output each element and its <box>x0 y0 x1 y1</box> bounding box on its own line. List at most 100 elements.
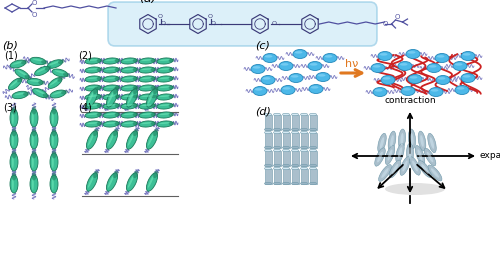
Ellipse shape <box>418 161 432 177</box>
Ellipse shape <box>106 131 118 149</box>
Ellipse shape <box>408 147 412 159</box>
Ellipse shape <box>32 178 34 190</box>
Ellipse shape <box>124 104 134 106</box>
Ellipse shape <box>10 175 18 193</box>
Ellipse shape <box>406 143 414 163</box>
Ellipse shape <box>50 175 58 193</box>
Ellipse shape <box>55 70 66 74</box>
Ellipse shape <box>378 52 392 60</box>
Polygon shape <box>310 132 316 147</box>
Ellipse shape <box>265 55 272 58</box>
Ellipse shape <box>32 112 34 124</box>
Ellipse shape <box>103 121 119 127</box>
Ellipse shape <box>63 73 70 77</box>
Polygon shape <box>264 169 272 184</box>
Ellipse shape <box>30 153 38 171</box>
Ellipse shape <box>292 146 298 149</box>
Ellipse shape <box>461 52 475 60</box>
Ellipse shape <box>408 51 416 54</box>
Ellipse shape <box>106 68 117 70</box>
Ellipse shape <box>32 107 36 115</box>
Polygon shape <box>300 115 308 129</box>
Ellipse shape <box>124 86 134 88</box>
Ellipse shape <box>88 175 94 188</box>
Ellipse shape <box>431 89 438 92</box>
Ellipse shape <box>50 90 66 98</box>
Ellipse shape <box>103 67 119 73</box>
Ellipse shape <box>390 135 394 147</box>
Ellipse shape <box>373 65 380 68</box>
Ellipse shape <box>383 77 390 80</box>
Ellipse shape <box>146 131 158 149</box>
Ellipse shape <box>126 173 138 191</box>
Ellipse shape <box>88 77 99 79</box>
Text: O: O <box>32 12 36 18</box>
Ellipse shape <box>168 104 174 107</box>
Polygon shape <box>264 115 272 129</box>
Ellipse shape <box>32 172 36 181</box>
Ellipse shape <box>132 95 138 98</box>
Ellipse shape <box>142 95 152 97</box>
Ellipse shape <box>292 131 298 134</box>
Ellipse shape <box>382 168 388 178</box>
Ellipse shape <box>10 131 18 149</box>
Ellipse shape <box>124 113 134 115</box>
Ellipse shape <box>378 164 392 181</box>
Ellipse shape <box>52 172 57 181</box>
Ellipse shape <box>114 113 120 116</box>
Ellipse shape <box>12 128 16 136</box>
Ellipse shape <box>160 122 170 124</box>
Text: expansion: expansion <box>480 152 500 161</box>
Ellipse shape <box>410 76 418 79</box>
Ellipse shape <box>253 86 267 95</box>
Ellipse shape <box>15 69 29 79</box>
Ellipse shape <box>153 171 158 178</box>
Polygon shape <box>274 169 280 184</box>
Ellipse shape <box>32 128 36 136</box>
Ellipse shape <box>157 121 173 127</box>
Ellipse shape <box>160 77 170 79</box>
Ellipse shape <box>385 183 445 195</box>
Ellipse shape <box>96 104 102 107</box>
Ellipse shape <box>438 77 446 80</box>
Ellipse shape <box>427 63 441 73</box>
Ellipse shape <box>282 167 290 170</box>
Ellipse shape <box>292 128 298 131</box>
Text: (b): (b) <box>2 40 18 50</box>
Ellipse shape <box>139 76 155 82</box>
Ellipse shape <box>48 78 62 88</box>
Ellipse shape <box>310 113 316 116</box>
Ellipse shape <box>142 68 152 70</box>
Ellipse shape <box>264 146 272 149</box>
Ellipse shape <box>12 91 28 99</box>
Ellipse shape <box>50 79 59 86</box>
Ellipse shape <box>27 78 43 86</box>
Polygon shape <box>274 115 280 129</box>
Ellipse shape <box>121 76 137 82</box>
Ellipse shape <box>12 150 16 158</box>
Ellipse shape <box>264 149 272 152</box>
Ellipse shape <box>38 81 45 85</box>
Text: O: O <box>395 14 400 20</box>
Ellipse shape <box>457 87 464 90</box>
Ellipse shape <box>52 112 54 124</box>
Ellipse shape <box>96 122 102 125</box>
Ellipse shape <box>36 89 46 95</box>
Ellipse shape <box>168 77 174 80</box>
Ellipse shape <box>58 59 64 64</box>
Ellipse shape <box>114 77 120 80</box>
Ellipse shape <box>398 147 402 159</box>
Ellipse shape <box>380 53 388 56</box>
Ellipse shape <box>310 131 316 134</box>
Ellipse shape <box>292 182 298 185</box>
Ellipse shape <box>8 78 22 90</box>
FancyBboxPatch shape <box>108 2 377 46</box>
Ellipse shape <box>264 128 272 131</box>
Ellipse shape <box>295 51 302 54</box>
Ellipse shape <box>121 112 137 118</box>
Text: (a): (a) <box>140 0 156 5</box>
Ellipse shape <box>255 88 262 91</box>
Ellipse shape <box>106 104 117 106</box>
Ellipse shape <box>139 121 155 127</box>
Ellipse shape <box>431 168 439 178</box>
